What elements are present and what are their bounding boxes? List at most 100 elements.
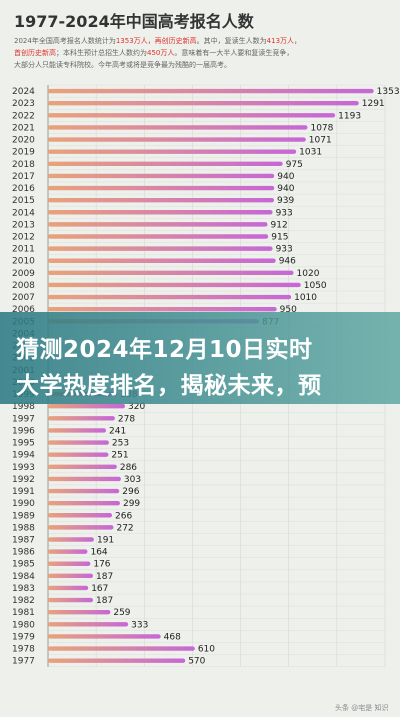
data-label: 164: [90, 548, 107, 558]
data-label: 1010: [294, 293, 317, 303]
data-label: 940: [277, 172, 294, 182]
data-label: 1031: [299, 148, 322, 158]
banner-line-1: 猜测2024年12月10日实时: [16, 337, 313, 363]
y-tick-label: 1989: [12, 511, 35, 521]
bar: [48, 270, 294, 276]
data-label: 946: [279, 257, 296, 267]
y-tick-label: 2024: [12, 87, 35, 97]
data-label: 251: [111, 451, 128, 461]
data-label: 468: [164, 632, 181, 642]
data-label: 187: [96, 572, 113, 582]
y-tick-label: 2009: [12, 269, 35, 279]
bar: [48, 646, 195, 651]
data-label: 259: [113, 608, 130, 618]
y-tick-label: 1992: [12, 475, 35, 485]
y-tick-label: 1977: [12, 657, 35, 667]
y-tick-label: 2012: [12, 233, 35, 243]
y-tick-label: 2023: [12, 99, 35, 109]
overlay-banner: 猜测2024年12月10日实时 大学热度排名，揭秘未来，预: [0, 312, 400, 404]
y-tick-label: 1979: [12, 632, 35, 642]
bar: [48, 561, 91, 566]
bar: [48, 488, 120, 494]
y-tick-label: 2007: [12, 293, 35, 303]
bar: [48, 222, 268, 227]
data-label: 950: [280, 305, 297, 315]
bar: [48, 537, 94, 542]
bar: [48, 125, 308, 130]
y-tick-label: 1990: [12, 499, 35, 509]
data-label: 320: [128, 402, 145, 412]
bar: [48, 416, 115, 421]
y-tick-label: 1997: [12, 414, 35, 424]
chart-note-line-3: 大部分人只能读专科院校。今年高考或将是竞争最为残酷的一届高考。: [14, 61, 231, 69]
data-label: 187: [96, 596, 113, 606]
bar: [48, 513, 113, 518]
y-tick-label: 1996: [12, 426, 35, 436]
bar: [48, 658, 186, 663]
y-tick-label: 2017: [12, 172, 35, 182]
bar: [48, 464, 117, 469]
data-label: 912: [271, 220, 288, 230]
bar: [48, 597, 94, 603]
y-tick-label: 1983: [12, 584, 35, 594]
y-tick-label: 1991: [12, 487, 35, 497]
y-tick-label: 2014: [12, 208, 35, 218]
data-label: 1020: [297, 269, 320, 279]
y-tick-label: 2020: [12, 136, 35, 146]
bar: [48, 113, 336, 118]
bar: [48, 610, 111, 615]
y-tick-label: 1985: [12, 560, 35, 570]
banner-line-2: 大学热度排名，揭秘未来，预: [16, 373, 322, 399]
bar: [48, 137, 306, 142]
y-tick-label: 2010: [12, 257, 35, 267]
bar: [48, 585, 89, 591]
bar: [48, 258, 276, 263]
data-label: 286: [120, 463, 137, 473]
data-label: 1193: [338, 111, 361, 121]
bar: [48, 525, 114, 530]
bar: [48, 210, 273, 215]
data-label: 176: [93, 560, 110, 570]
y-tick-label: 1984: [12, 572, 35, 582]
data-label: 975: [286, 160, 303, 170]
data-label: 933: [276, 245, 293, 255]
y-tick-label: 2021: [12, 123, 35, 133]
data-label: 299: [123, 499, 140, 509]
y-tick-label: 1993: [12, 463, 35, 473]
data-label: 610: [198, 645, 215, 655]
data-label: 940: [277, 184, 294, 194]
data-label: 296: [122, 487, 139, 497]
bar: [48, 307, 277, 312]
data-label: 1078: [310, 123, 333, 133]
data-label: 191: [97, 536, 114, 546]
y-tick-label: 2019: [12, 148, 35, 158]
data-label: 272: [116, 523, 133, 533]
data-label: 1353: [377, 87, 400, 97]
chart-note-line-2: 首创历史新高；本科生预计总招生人数约为450万人。意味着有一大半人要和复读生竞争…: [14, 49, 294, 57]
y-tick-label: 2013: [12, 220, 35, 230]
chart-title: 1977-2024年中国高考报名人数: [14, 12, 254, 31]
bar: [48, 197, 275, 203]
data-label: 1291: [362, 99, 385, 109]
data-label: 266: [115, 511, 132, 521]
bar: [48, 173, 275, 179]
y-tick-label: 1981: [12, 608, 35, 618]
data-label: 167: [91, 584, 108, 594]
y-tick-label: 1998: [12, 402, 35, 412]
y-tick-label: 1995: [12, 439, 35, 449]
y-tick-label: 1982: [12, 596, 35, 606]
bar: [48, 282, 301, 288]
bar: [48, 634, 161, 639]
data-label: 1071: [309, 136, 332, 146]
bar: [48, 185, 275, 191]
data-label: 1050: [304, 281, 327, 291]
bar: [48, 476, 121, 482]
bar: [48, 440, 109, 445]
bar: [48, 100, 359, 106]
bar: [48, 622, 129, 627]
y-tick-label: 2008: [12, 281, 35, 291]
bar: [48, 428, 107, 433]
bar: [48, 549, 88, 554]
watermark: 头条 @宅是 知识: [335, 704, 389, 712]
y-tick-label: 2018: [12, 160, 35, 170]
